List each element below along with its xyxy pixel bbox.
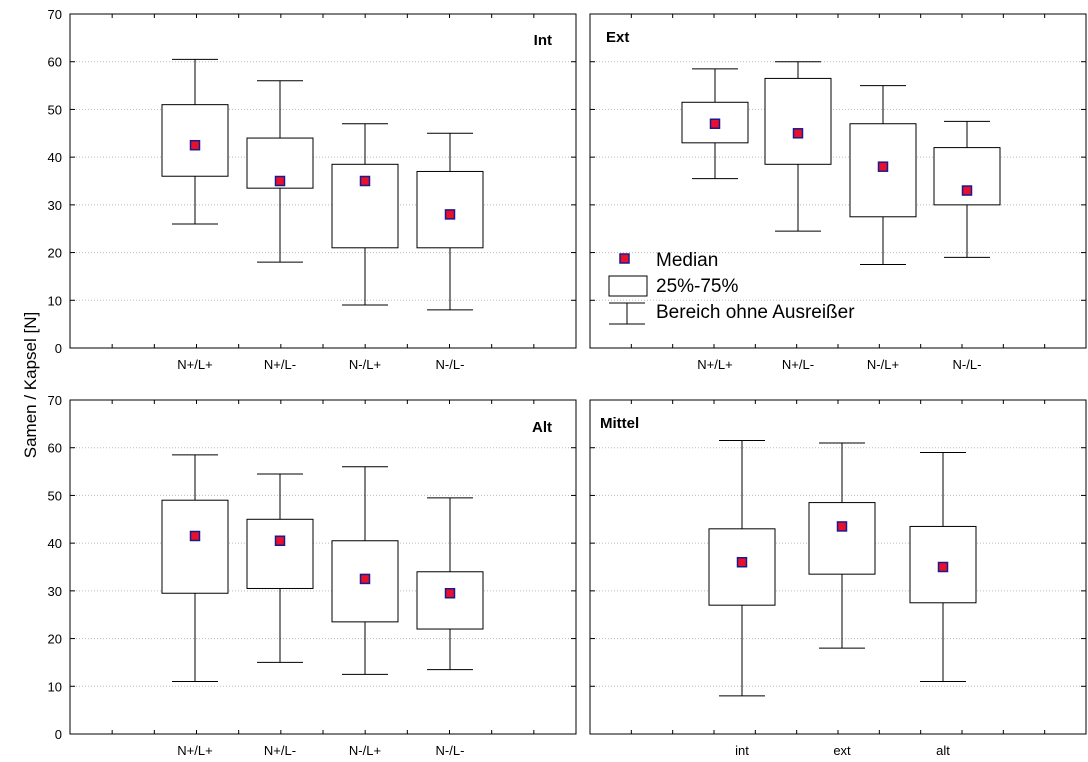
y-tick-label: 30: [48, 584, 62, 599]
y-tick-label: 0: [55, 341, 62, 356]
y-tick-label: 70: [48, 7, 62, 22]
median-marker: [877, 161, 889, 172]
box-N-/L+: [331, 466, 399, 675]
x-tick-label: int: [735, 743, 749, 758]
panel-ext: Ext N+/L+ N+/L- N-/L+ N-/L-: [589, 13, 1087, 372]
x-tick-label: N+/L-: [782, 357, 814, 372]
plot-frame: [69, 399, 577, 735]
panel-alt: 0 10 20 30 40 50 60 70 Alt N+/L+ N+/L- N-/L+ N-/L-: [48, 393, 577, 758]
median-marker: [274, 175, 286, 187]
y-tick-label: 40: [48, 150, 62, 165]
x-tick-label: N-/L-: [953, 357, 982, 372]
plot-frame: [589, 13, 1087, 349]
box-N-/L-: [416, 497, 484, 671]
median-marker: [189, 530, 201, 542]
median-marker: [709, 118, 721, 129]
x-tick-label: N-/L-: [436, 743, 465, 758]
x-tick-label: N+/L+: [697, 357, 732, 372]
y-tick-label: 30: [48, 198, 62, 213]
plot-frame: [69, 13, 577, 349]
median-marker: [274, 535, 286, 547]
y-tick-label: 50: [48, 488, 62, 503]
iqr-box: [246, 518, 314, 589]
y-tick-label: 60: [48, 55, 62, 70]
y-tick-label: 10: [48, 293, 62, 308]
y-tick-label: 20: [48, 246, 62, 261]
x-tick-label: N+/L-: [264, 357, 296, 372]
x-tick-label: N+/L+: [177, 357, 212, 372]
x-tick-label: N+/L-: [264, 743, 296, 758]
box-N-/L+: [331, 123, 399, 306]
box-alt: [909, 451, 977, 683]
box-N+/L-: [246, 473, 314, 663]
median-marker: [836, 521, 848, 532]
panel-title: Ext: [606, 29, 629, 46]
y-tick-label: 10: [48, 679, 62, 694]
panel-mittel: Mittel int ext alt: [589, 399, 1087, 758]
median-marker: [444, 209, 456, 220]
legend-range-label: Bereich ohne Ausreißer: [656, 302, 855, 323]
legend: Median 25%-75% Bereich ohne Ausreißer: [608, 250, 855, 325]
iqr-box: [161, 499, 229, 594]
box-N+/L+: [161, 454, 229, 683]
legend-box-swatch: [608, 275, 648, 297]
panel-title: Int: [534, 32, 552, 49]
panel-title: Alt: [532, 419, 552, 436]
box-N+/L+: [161, 58, 229, 225]
y-axis-label: Samen / Kapsel [N]: [21, 312, 40, 458]
x-tick-label: N-/L+: [349, 357, 381, 372]
x-tick-label: N-/L-: [436, 357, 465, 372]
iqr-box: [933, 147, 1001, 206]
x-tick-label: N-/L+: [867, 357, 899, 372]
legend-median-label: Median: [656, 250, 718, 271]
iqr-box: [416, 571, 484, 630]
box-N+/L+: [681, 68, 749, 180]
y-tick-label: 60: [48, 441, 62, 456]
panel-title: Mittel: [600, 415, 639, 432]
median-marker: [359, 573, 371, 585]
median-marker: [444, 587, 456, 599]
median-marker: [189, 139, 201, 151]
box-N+/L-: [764, 61, 832, 232]
y-tick-label: 40: [48, 536, 62, 551]
box-N+/L-: [246, 80, 314, 263]
median-marker: [937, 561, 949, 573]
panel-int: 0 10 20 30 40 50 60 70 Int N+/L+ N+/L- N-/L+ N-/L-: [48, 7, 577, 372]
x-tick-label: ext: [833, 743, 851, 758]
x-tick-label: N-/L+: [349, 743, 381, 758]
iqr-box: [764, 77, 832, 165]
box-ext: [808, 442, 876, 649]
median-marker: [736, 556, 748, 568]
box-N-/L-: [933, 120, 1001, 258]
median-marker: [359, 175, 371, 187]
box-N-/L+: [849, 85, 917, 265]
y-tick-label: 70: [48, 393, 62, 408]
x-tick-label: alt: [936, 743, 950, 758]
y-tick-label: 20: [48, 632, 62, 647]
legend-box-label: 25%-75%: [656, 276, 738, 297]
box-N-/L-: [416, 132, 484, 311]
box-int: [708, 440, 776, 697]
median-marker: [961, 185, 973, 196]
median-marker: [792, 128, 804, 139]
iqr-box: [808, 502, 876, 575]
y-tick-label: 50: [48, 102, 62, 117]
x-tick-label: N+/L+: [177, 743, 212, 758]
y-tick-label: 0: [55, 727, 62, 742]
legend-median-marker: [619, 253, 630, 264]
